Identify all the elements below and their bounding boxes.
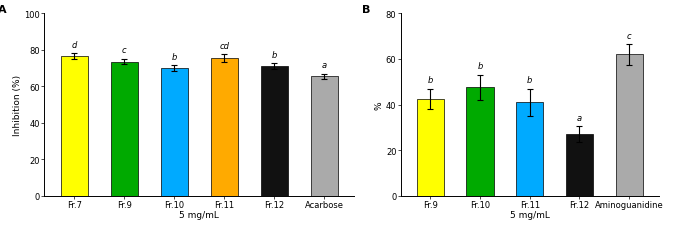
- Bar: [111, 62, 138, 196]
- Bar: [211, 59, 238, 196]
- X-axis label: 5 mg/mL: 5 mg/mL: [179, 211, 219, 219]
- Bar: [516, 103, 543, 196]
- Text: d: d: [71, 41, 77, 50]
- Text: cd: cd: [220, 42, 229, 51]
- Bar: [466, 88, 494, 196]
- Text: b: b: [428, 76, 433, 85]
- Y-axis label: Inhibition (%): Inhibition (%): [13, 75, 22, 135]
- Text: b: b: [272, 51, 277, 60]
- Text: b: b: [527, 76, 532, 85]
- Text: A: A: [0, 5, 7, 15]
- Bar: [417, 99, 444, 196]
- Text: b: b: [477, 62, 483, 71]
- Bar: [160, 69, 188, 196]
- Y-axis label: %: %: [374, 101, 383, 109]
- Text: c: c: [627, 31, 632, 40]
- Text: a: a: [577, 113, 582, 122]
- Bar: [566, 135, 593, 196]
- Bar: [61, 57, 88, 196]
- Text: b: b: [172, 52, 177, 61]
- Bar: [261, 67, 288, 196]
- X-axis label: 5 mg/mL: 5 mg/mL: [510, 211, 550, 219]
- Text: B: B: [362, 5, 370, 15]
- Text: c: c: [122, 46, 127, 55]
- Bar: [311, 77, 338, 196]
- Bar: [615, 55, 643, 196]
- Text: a: a: [321, 61, 327, 70]
